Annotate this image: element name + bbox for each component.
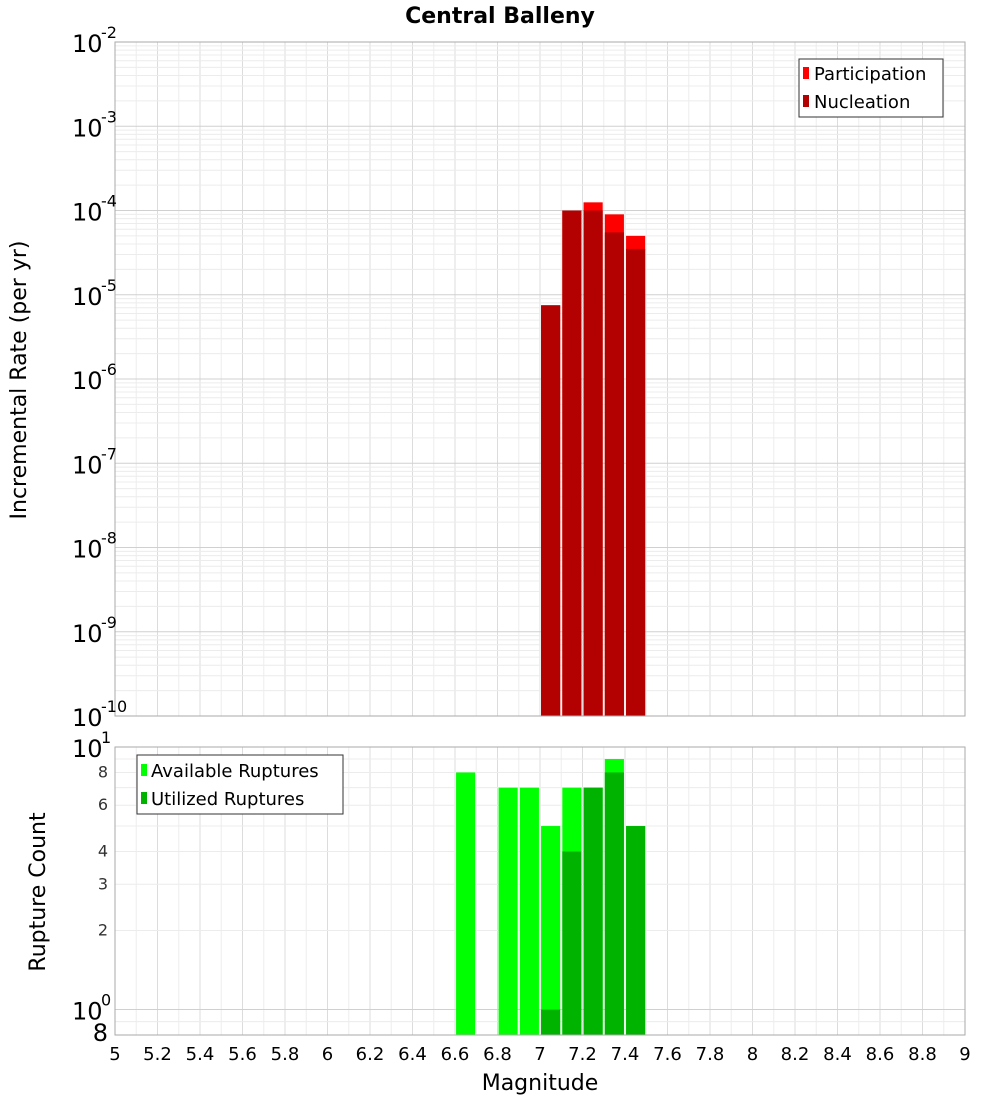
x-tick-label: 5.4: [186, 1044, 215, 1065]
top-y-tick-exponent: -5: [101, 276, 117, 295]
bottom-y-minor-label: 4: [98, 841, 108, 860]
nucleation-bar: [626, 248, 646, 716]
x-tick-label: 8.4: [823, 1044, 852, 1065]
x-tick-label: 5.6: [228, 1044, 257, 1065]
nucleation-bar: [562, 210, 582, 716]
top-y-axis-title: Incremental Rate (per yr): [7, 241, 32, 520]
chart-title: Central Balleny: [405, 4, 595, 29]
top-y-tick-label: 10: [72, 451, 103, 479]
bottom-y-tick-exponent: 0: [101, 991, 111, 1010]
top-legend-label: Nucleation: [814, 92, 910, 113]
x-tick-label: 6.6: [441, 1044, 470, 1065]
bottom-legend-box: [136, 754, 344, 815]
top-y-tick-exponent: -2: [101, 23, 117, 42]
utilized-ruptures-bar: [626, 826, 646, 1035]
x-tick-label: 7.4: [611, 1044, 640, 1065]
top-legend-label: Participation: [814, 64, 926, 85]
bottom-y-tick-label: 10: [72, 998, 103, 1026]
top-y-tick-label: 10: [72, 283, 103, 311]
x-tick-label: 6.4: [398, 1044, 427, 1065]
top-y-tick-label: 10: [72, 620, 103, 648]
available-ruptures-bar: [519, 787, 539, 1035]
bottom-plot-border: [114, 746, 966, 1036]
top-y-tick-exponent: -8: [101, 529, 117, 548]
top-legend-swatch: [803, 95, 809, 107]
top-y-tick-label: 10: [72, 704, 103, 732]
top-y-tick-exponent: -4: [101, 192, 117, 211]
top-legend-box: [798, 58, 944, 118]
bottom-legend-swatch: [141, 764, 147, 776]
nucleation-bar: [604, 232, 624, 716]
bottom-y-tick-label: 10: [72, 735, 103, 763]
available-ruptures-bar: [456, 772, 476, 1035]
bottom-y-minor-label: 2: [98, 921, 108, 940]
utilized-ruptures-bar: [604, 772, 624, 1035]
top-y-tick-exponent: -10: [101, 697, 127, 716]
x-tick-label: 8.8: [908, 1044, 937, 1065]
bottom-y-tick-exponent: 1: [101, 728, 111, 747]
top-y-tick-exponent: -7: [101, 444, 117, 463]
top-y-tick-label: 10: [72, 30, 103, 58]
top-y-tick-label: 10: [72, 536, 103, 564]
x-tick-label: 8.2: [781, 1044, 810, 1065]
x-tick-label: 7.2: [568, 1044, 597, 1065]
available-ruptures-bar: [498, 787, 518, 1035]
top-y-tick-label: 10: [72, 114, 103, 142]
utilized-ruptures-bar: [562, 851, 582, 1035]
nucleation-bar: [583, 210, 603, 716]
utilized-ruptures-bar: [583, 787, 603, 1035]
top-legend-swatch: [803, 67, 809, 79]
bottom-y-minor-label: 6: [98, 795, 108, 814]
x-tick-label: 6.8: [483, 1044, 512, 1065]
top-plot-border: [114, 41, 966, 717]
x-tick-label: 8: [747, 1044, 758, 1065]
x-tick-label: 6.2: [356, 1044, 385, 1065]
x-tick-label: 8.6: [866, 1044, 895, 1065]
bottom-legend-swatch: [141, 792, 147, 804]
available-ruptures-bar: [541, 826, 561, 1035]
top-y-tick-label: 10: [72, 199, 103, 227]
x-tick-label: 7.8: [696, 1044, 725, 1065]
top-y-tick-exponent: -3: [101, 107, 117, 126]
x-tick-label: 7.6: [653, 1044, 682, 1065]
x-tick-label: 7: [534, 1044, 545, 1065]
x-axis-title: Magnitude: [482, 1071, 599, 1096]
bottom-y-minor-label: 8: [93, 1019, 108, 1047]
nucleation-bar: [541, 305, 561, 716]
x-tick-label: 5.8: [271, 1044, 300, 1065]
x-tick-label: 9: [959, 1044, 970, 1065]
bottom-y-axis-title: Rupture Count: [26, 812, 51, 972]
bottom-legend-label: Available Ruptures: [151, 761, 319, 782]
x-tick-label: 5: [109, 1044, 120, 1065]
top-y-tick-label: 10: [72, 367, 103, 395]
x-tick-label: 5.2: [143, 1044, 172, 1065]
utilized-ruptures-bar: [541, 1009, 561, 1035]
top-y-tick-exponent: -6: [101, 360, 117, 379]
top-y-tick-exponent: -9: [101, 613, 117, 632]
bottom-legend-label: Utilized Ruptures: [151, 789, 304, 810]
bottom-y-minor-label: 3: [98, 874, 108, 893]
x-tick-label: 6: [322, 1044, 333, 1065]
bottom-y-minor-label: 8: [98, 762, 108, 781]
